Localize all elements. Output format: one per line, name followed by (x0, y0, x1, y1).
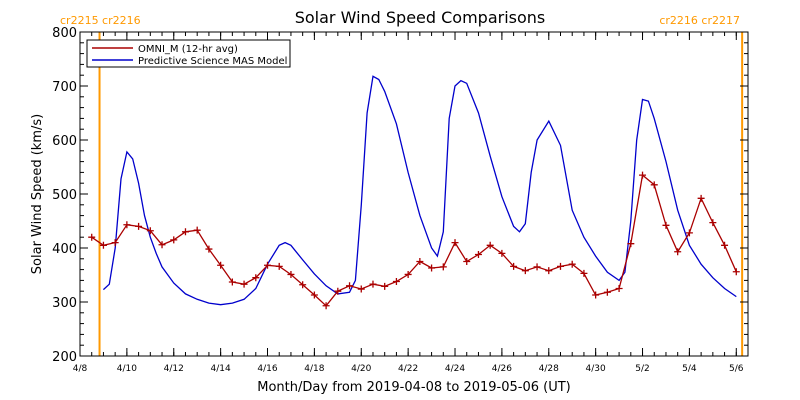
legend-label-mas-model: Predictive Science MAS Model (138, 56, 287, 67)
series-line-omni (91, 173, 737, 307)
x-tick-label: 4/26 (492, 364, 512, 374)
x-tick-label: 5/4 (682, 364, 697, 374)
omni-data-point (685, 229, 693, 237)
y-tick-label: 200 (52, 350, 77, 365)
omni-data-point (428, 264, 436, 272)
omni-data-point (322, 302, 330, 310)
y-axis: 200 300 400 500 600 700 800 (52, 26, 748, 365)
x-axis-label: Month/Day from 2019-04-08 to 2019-05-06 … (257, 380, 570, 395)
omni-data-point (650, 181, 658, 189)
y-axis-label: Solar Wind Speed (km/s) (30, 114, 45, 274)
omni-data-point (521, 267, 529, 275)
omni-data-point (721, 241, 729, 249)
omni-data-point (451, 239, 459, 247)
omni-data-point (545, 267, 553, 275)
omni-data-point (615, 285, 623, 292)
omni-data-point (310, 291, 318, 299)
omni-data-point (123, 221, 131, 229)
omni-data-point (369, 280, 377, 288)
omni-data-point (603, 288, 611, 296)
omni-data-point (334, 287, 342, 295)
x-tick-label: 4/28 (539, 364, 559, 374)
x-tick-label: 4/8 (73, 364, 88, 374)
legend: OMNI_M (12-hr avg) Predictive Science MA… (86, 39, 291, 68)
plot-series (88, 75, 740, 310)
x-tick-label: 4/14 (211, 364, 231, 374)
y-tick-label: 400 (52, 242, 77, 257)
omni-data-point (205, 245, 213, 253)
x-tick-label: 5/6 (729, 364, 744, 374)
omni-data-point (580, 269, 588, 277)
omni-data-point (732, 268, 740, 276)
omni-data-point (181, 228, 189, 236)
omni-data-point (287, 270, 295, 278)
omni-data-point (252, 274, 260, 282)
omni-data-point (228, 278, 236, 286)
omni-data-point (217, 261, 225, 269)
omni-data-point (439, 263, 447, 271)
omni-data-point (404, 270, 412, 278)
legend-label-omni: OMNI_M (12-hr avg) (138, 44, 238, 55)
omni-data-point (158, 241, 166, 249)
x-tick-label: 4/30 (586, 364, 606, 374)
x-tick-label: 4/22 (398, 364, 418, 374)
omni-data-point (240, 280, 248, 288)
x-tick-label: 4/16 (257, 364, 277, 374)
omni-data-point (639, 171, 647, 179)
omni-data-point (111, 239, 119, 247)
x-tick-label: 5/2 (635, 364, 649, 374)
omni-data-point (697, 194, 705, 202)
omni-data-point (264, 261, 272, 269)
omni-data-point (463, 258, 471, 265)
omni-data-point (346, 282, 354, 290)
omni-data-point (146, 227, 154, 235)
omni-data-point (498, 249, 506, 257)
omni-data-point (357, 285, 365, 293)
y-tick-label: 500 (52, 188, 77, 203)
omni-data-point (662, 221, 670, 229)
omni-data-point (392, 277, 400, 285)
omni-data-point (474, 250, 482, 258)
x-tick-label: 4/12 (164, 364, 184, 374)
x-tick-label: 4/10 (117, 364, 137, 374)
omni-data-point (533, 263, 541, 271)
x-tick-label: 4/18 (304, 364, 324, 374)
omni-data-point (193, 226, 201, 234)
omni-data-point (299, 281, 307, 289)
x-axis: 4/8 4/10 4/12 4/14 4/16 4/18 4/20 4/22 4/24 4/26 4… (73, 32, 749, 374)
omni-data-point (99, 241, 107, 249)
omni-data-point (88, 233, 96, 241)
omni-data-point (627, 240, 635, 248)
omni-data-point (510, 262, 518, 270)
chart-title: Solar Wind Speed Comparisons (295, 8, 546, 27)
omni-data-point (486, 241, 494, 249)
y-tick-label: 800 (52, 26, 77, 41)
omni-data-point (381, 282, 389, 290)
omni-data-point (416, 258, 424, 265)
omni-data-point (556, 262, 564, 270)
omni-data-point (275, 262, 283, 270)
legend-box (86, 39, 291, 68)
omni-data-point (592, 291, 600, 299)
y-tick-label: 300 (52, 296, 77, 311)
omni-data-point (135, 222, 143, 230)
omni-data-point (568, 260, 576, 268)
omni-data-point (170, 236, 178, 244)
cr-marker-label: cr2216 cr2217 (659, 14, 740, 27)
omni-data-point (674, 248, 682, 256)
y-tick-label: 700 (52, 80, 77, 95)
x-tick-label: 4/24 (445, 364, 465, 374)
x-tick-label: 4/20 (351, 364, 371, 374)
omni-data-point (709, 219, 717, 227)
cr-marker-label: cr2215 cr2216 (60, 14, 141, 27)
y-tick-label: 600 (52, 134, 77, 149)
